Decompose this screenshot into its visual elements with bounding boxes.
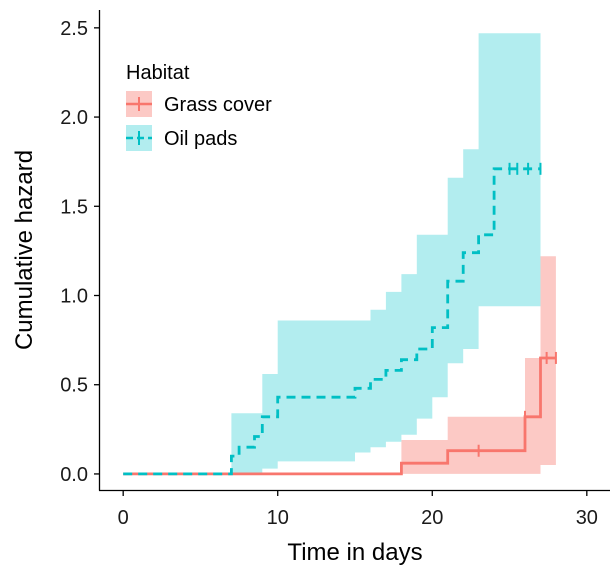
x-tick-label: 20 [421, 507, 443, 529]
x-axis-title: Time in days [287, 539, 422, 566]
y-tick-label: 1.5 [60, 196, 88, 218]
legend-item-oil-pads: Oil pads [126, 125, 237, 151]
confidence-band-oil-pads [123, 33, 541, 474]
y-axis-ticks: 0.0 0.5 1.0 1.5 2.0 2.5 [60, 18, 100, 486]
censor-marks [477, 162, 557, 457]
step-line-oil-pads [123, 167, 541, 476]
legend-item-grass-cover: Grass cover [126, 91, 272, 117]
confidence-band-grass-cover [123, 256, 556, 474]
x-axis-ticks: 0 10 20 30 [118, 490, 598, 529]
y-axis-title: Cumulative hazard [11, 150, 38, 350]
legend-title: Habitat [126, 62, 190, 84]
x-tick-label: 30 [576, 507, 598, 529]
x-tick-label: 10 [267, 507, 289, 529]
hazard-step-lines [123, 167, 556, 476]
legend-label-oil-pads: Oil pads [164, 128, 237, 150]
y-tick-label: 0.0 [60, 464, 88, 486]
y-tick-label: 1.0 [60, 286, 88, 308]
legend: Habitat Grass cover Oil pads [126, 62, 272, 151]
legend-label-grass-cover: Grass cover [164, 94, 272, 116]
step-line-grass-cover [123, 356, 556, 476]
confidence-bands [123, 33, 556, 474]
y-tick-label: 0.5 [60, 375, 88, 397]
y-tick-label: 2.0 [60, 107, 88, 129]
y-tick-label: 2.5 [60, 18, 88, 40]
x-tick-label: 0 [118, 507, 129, 529]
